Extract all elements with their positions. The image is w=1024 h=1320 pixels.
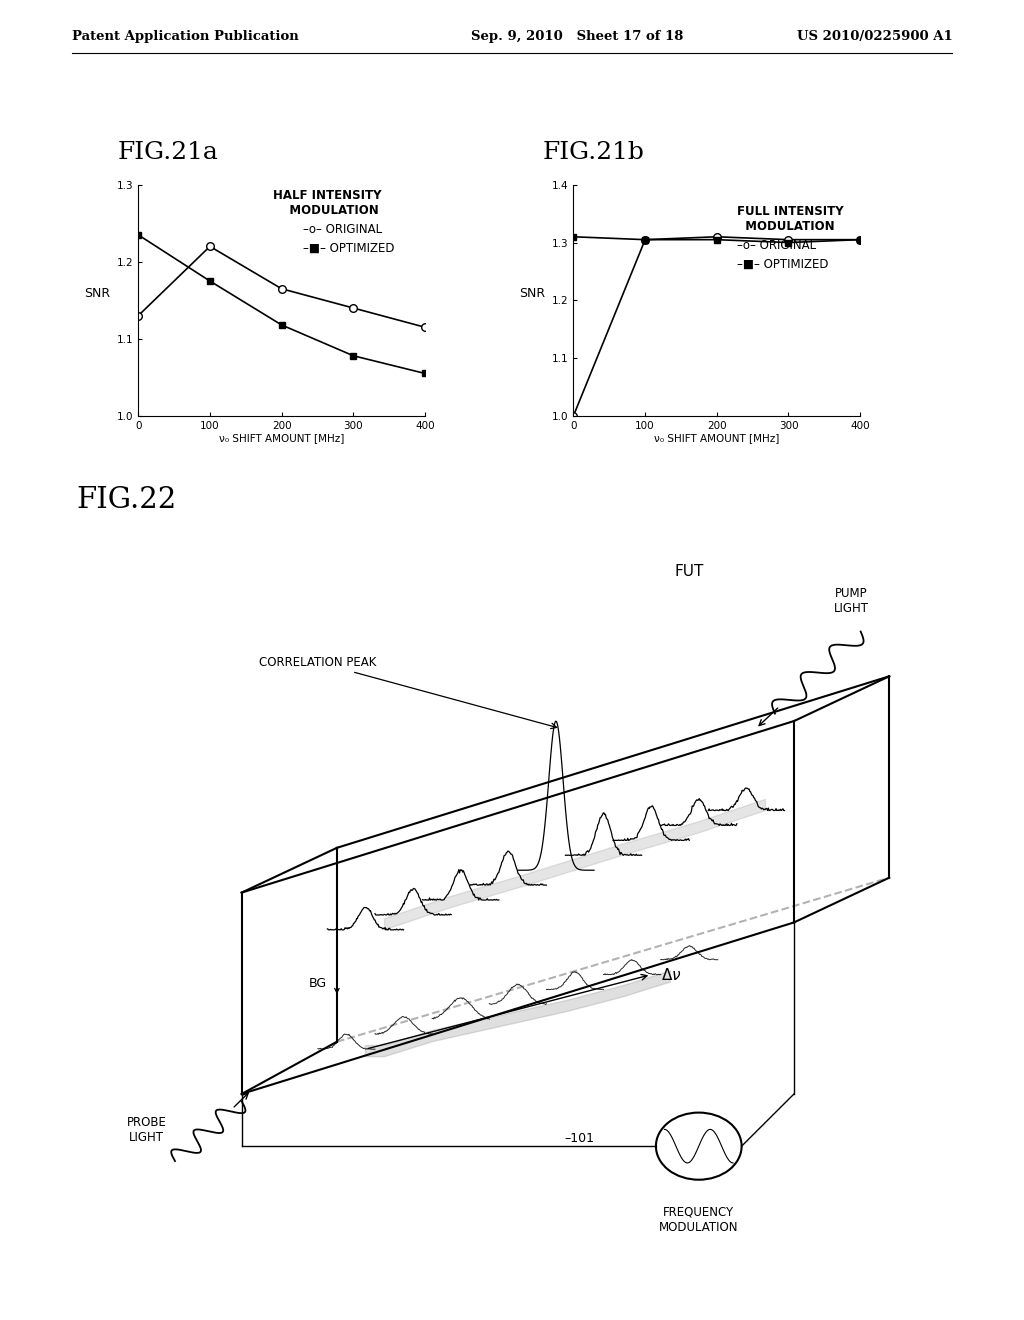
Polygon shape (366, 972, 671, 1056)
Text: US 2010/0225900 A1: US 2010/0225900 A1 (797, 30, 952, 44)
Text: –o– ORIGINAL: –o– ORIGINAL (303, 223, 382, 236)
Text: –■– OPTIMIZED: –■– OPTIMIZED (737, 257, 828, 271)
Text: –■– OPTIMIZED: –■– OPTIMIZED (303, 242, 394, 255)
X-axis label: ν₀ SHIFT AMOUNT [MHz]: ν₀ SHIFT AMOUNT [MHz] (654, 433, 779, 444)
Text: HALF INTENSITY
   MODULATION: HALF INTENSITY MODULATION (273, 189, 382, 216)
Text: FUT: FUT (675, 565, 703, 579)
Text: –o– ORIGINAL: –o– ORIGINAL (737, 239, 816, 252)
Polygon shape (385, 800, 766, 929)
Text: PROBE
LIGHT: PROBE LIGHT (127, 1117, 166, 1144)
Text: Patent Application Publication: Patent Application Publication (72, 30, 298, 44)
Text: FIG.21b: FIG.21b (543, 141, 644, 164)
Text: FIG.22: FIG.22 (77, 486, 177, 513)
Y-axis label: SNR: SNR (84, 288, 111, 300)
Text: FIG.21a: FIG.21a (118, 141, 219, 164)
Text: FREQUENCY
MODULATION: FREQUENCY MODULATION (659, 1206, 738, 1234)
Text: BG: BG (308, 977, 327, 990)
Text: –101: –101 (564, 1133, 594, 1146)
X-axis label: ν₀ SHIFT AMOUNT [MHz]: ν₀ SHIFT AMOUNT [MHz] (219, 433, 344, 444)
Text: FULL INTENSITY
  MODULATION: FULL INTENSITY MODULATION (737, 205, 844, 232)
Y-axis label: SNR: SNR (519, 288, 546, 300)
Text: CORRELATION PEAK: CORRELATION PEAK (259, 656, 557, 729)
Text: $\Delta\nu$: $\Delta\nu$ (660, 966, 681, 982)
Text: PUMP
LIGHT: PUMP LIGHT (834, 587, 868, 615)
Text: Sep. 9, 2010   Sheet 17 of 18: Sep. 9, 2010 Sheet 17 of 18 (471, 30, 683, 44)
